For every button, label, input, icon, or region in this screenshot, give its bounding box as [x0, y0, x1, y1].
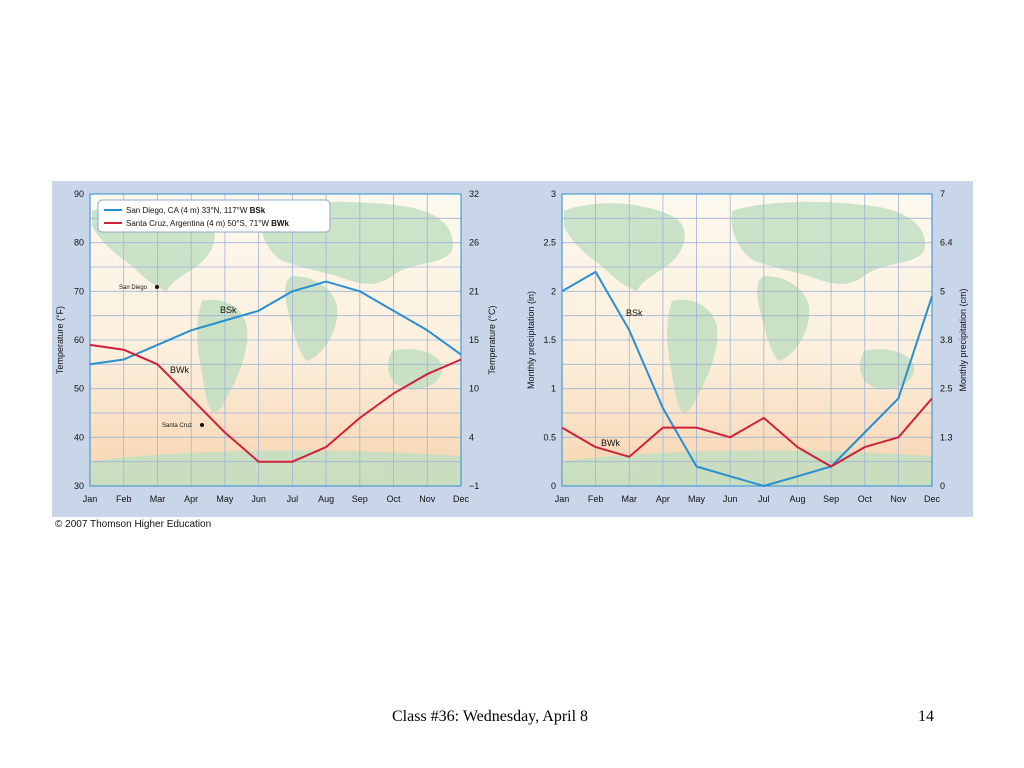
temperature-c-axis-label: Temperature (°C) — [487, 305, 497, 374]
temperature-month-label: May — [216, 494, 234, 504]
temperature-ytick-label: 70 — [74, 286, 84, 296]
santa-cruz-marker — [200, 423, 204, 427]
precipitation-ytick-label: 1 — [551, 384, 556, 394]
temperature-bsk-label: BSk — [220, 305, 237, 315]
precipitation-y2tick-label: 5 — [940, 286, 945, 296]
slide-page-number: 14 — [918, 708, 934, 725]
temperature-ytick-label: 60 — [74, 335, 84, 345]
precipitation-ytick-label: 0 — [551, 481, 556, 491]
precipitation-month-label: Apr — [656, 494, 670, 504]
temperature-f-tick-labels: 90 80 70 60 50 40 30 — [74, 189, 84, 491]
precipitation-month-label: Jul — [758, 494, 770, 504]
precipitation-y2tick-label: 2.5 — [940, 384, 953, 394]
precipitation-chart: 3 2.5 2 1.5 1 0.5 0 7 6.4 5 3.8 2.5 1.3 0 Jan Feb Mar A… — [526, 189, 968, 504]
temperature-ytick-label: 50 — [74, 384, 84, 394]
temperature-month-label: Jun — [251, 494, 266, 504]
precipitation-y2tick-label: 1.3 — [940, 432, 953, 442]
precipitation-ytick-label: 2.5 — [543, 238, 556, 248]
precipitation-ytick-label: 1.5 — [543, 335, 556, 345]
temperature-f-axis-label: Temperature (°F) — [55, 306, 65, 374]
temperature-ytick-label: 40 — [74, 432, 84, 442]
precipitation-y2tick-label: 0 — [940, 481, 945, 491]
san-diego-marker — [155, 285, 159, 289]
precipitation-month-label: Dec — [924, 494, 941, 504]
precipitation-month-label: Jun — [723, 494, 738, 504]
precipitation-month-label: Sep — [823, 494, 839, 504]
temperature-ytick-label: 30 — [74, 481, 84, 491]
precipitation-y2tick-label: 6.4 — [940, 238, 953, 248]
precipitation-month-label: Nov — [890, 494, 907, 504]
santa-cruz-marker-label: Santa Cruz — [162, 423, 192, 429]
temperature-chart: 90 80 70 60 50 40 30 32 26 21 15 10 4 −1 Jan Feb Mar Ap… — [55, 189, 497, 504]
climate-figure: 90 80 70 60 50 40 30 32 26 21 15 10 4 −1 Jan Feb Mar Ap… — [52, 181, 973, 517]
precipitation-in-axis-label: Monthly precipitation (in) — [526, 291, 536, 389]
legend-box — [97, 199, 331, 233]
precipitation-month-label: Mar — [622, 494, 638, 504]
precipitation-bwk-label: BWk — [601, 438, 620, 448]
precipitation-month-label: Aug — [789, 494, 805, 504]
temperature-y2tick-label: 4 — [469, 432, 474, 442]
precipitation-month-label: Jan — [555, 494, 570, 504]
temperature-bsk-series-line — [89, 280, 462, 366]
precipitation-plot-border — [561, 193, 933, 487]
temperature-y2tick-label: 10 — [469, 384, 479, 394]
san-diego-marker-label: San Diego — [119, 285, 148, 291]
temperature-bwk-series-line — [89, 343, 462, 463]
precipitation-ytick-label: 0.5 — [543, 432, 556, 442]
precipitation-y2tick-label: 3.8 — [940, 335, 953, 345]
precipitation-bwk-series-line — [561, 397, 933, 468]
slide-footer-title: Class #36: Wednesday, April 8 — [392, 708, 589, 725]
temperature-month-label: Feb — [116, 494, 132, 504]
temperature-month-label: Nov — [419, 494, 436, 504]
precipitation-ytick-label: 3 — [551, 189, 556, 199]
precipitation-month-label: Oct — [858, 494, 873, 504]
precipitation-in-tick-labels: 3 2.5 2 1.5 1 0.5 0 — [543, 189, 556, 491]
temperature-month-label: Apr — [184, 494, 198, 504]
temperature-c-tick-labels: 32 26 21 15 10 4 −1 — [469, 189, 479, 491]
temperature-plot-border — [89, 193, 462, 487]
precipitation-ytick-label: 2 — [551, 286, 556, 296]
temperature-ytick-label: 90 — [74, 189, 84, 199]
temperature-y2tick-label: 15 — [469, 335, 479, 345]
copyright-notice: © 2007 Thomson Higher Education — [55, 519, 212, 530]
precipitation-map-background — [564, 201, 932, 486]
temperature-y2tick-label: 21 — [469, 286, 479, 296]
precipitation-cm-tick-labels: 7 6.4 5 3.8 2.5 1.3 0 — [940, 189, 953, 491]
precipitation-bsk-label: BSk — [626, 308, 643, 318]
precipitation-bsk-series-line — [561, 270, 933, 487]
temperature-series-lines — [89, 280, 462, 463]
temperature-month-label: Mar — [150, 494, 166, 504]
temperature-y2tick-label: 26 — [469, 238, 479, 248]
temperature-month-label: Jul — [287, 494, 299, 504]
legend-santa-cruz-text: Santa Cruz, Argentina (4 m) 50°S, 71°W B… — [126, 219, 289, 228]
temperature-month-label: Sep — [352, 494, 368, 504]
temperature-y2tick-label: 32 — [469, 189, 479, 199]
temperature-month-label: Dec — [453, 494, 470, 504]
temperature-month-label: Jan — [83, 494, 98, 504]
precipitation-series-lines — [561, 270, 933, 487]
temperature-y2tick-label: −1 — [469, 481, 479, 491]
precipitation-y2tick-label: 7 — [940, 189, 945, 199]
temperature-month-label: Oct — [387, 494, 402, 504]
precipitation-month-label: May — [688, 494, 706, 504]
temperature-ytick-label: 80 — [74, 238, 84, 248]
precipitation-month-label: Feb — [588, 494, 604, 504]
temperature-month-labels: Jan Feb Mar Apr May Jun Jul Aug Sep Oct Nov Dec — [83, 494, 470, 504]
temperature-legend: San Diego, CA (4 m) 33°N, 117°W BSk Sant… — [97, 199, 331, 233]
precipitation-month-labels: Jan Feb Mar Apr May Jun Jul Aug Sep Oct Nov Dec — [555, 494, 941, 504]
temperature-month-label: Aug — [318, 494, 334, 504]
precipitation-cm-axis-label: Monthly precipitation (cm) — [958, 288, 968, 391]
temperature-bwk-label: BWk — [170, 365, 189, 375]
legend-san-diego-text: San Diego, CA (4 m) 33°N, 117°W BSk — [126, 206, 266, 215]
